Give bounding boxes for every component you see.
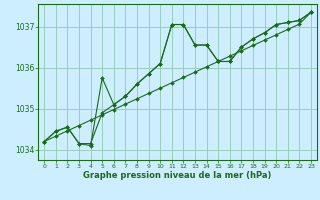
X-axis label: Graphe pression niveau de la mer (hPa): Graphe pression niveau de la mer (hPa) <box>84 171 272 180</box>
